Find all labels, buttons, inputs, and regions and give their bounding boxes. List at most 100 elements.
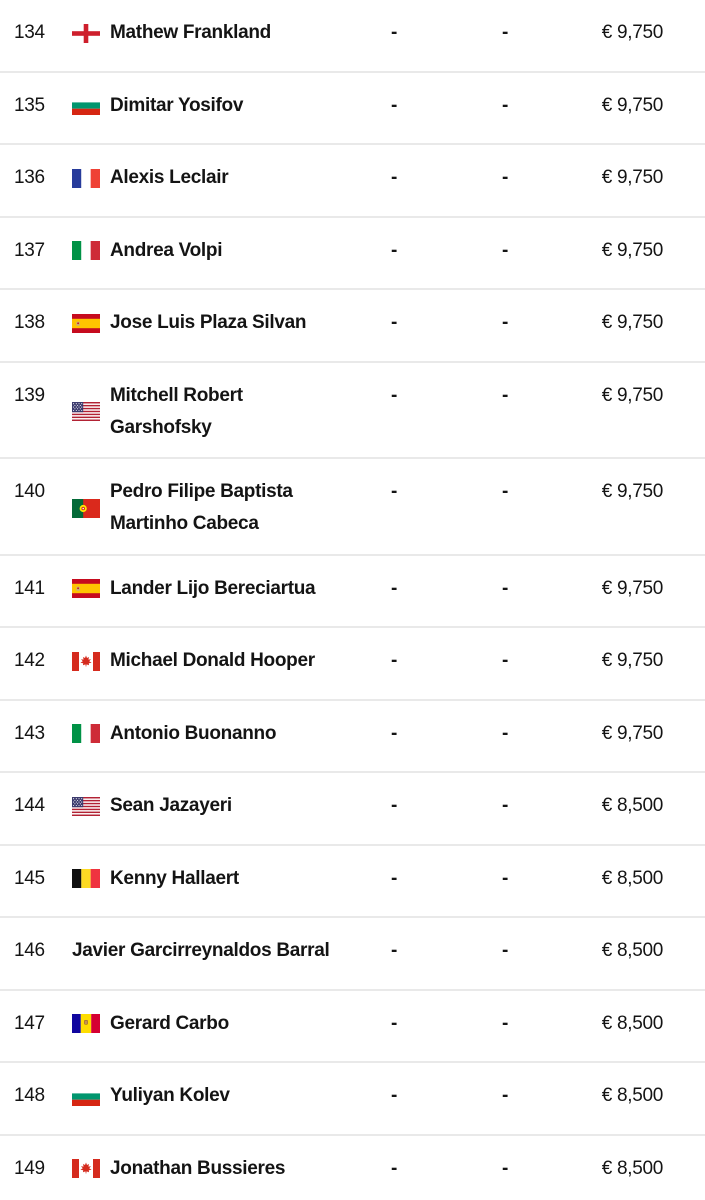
table-row[interactable]: 148 Yuliyan Kolev - - € 8,500	[0, 1063, 705, 1136]
player-cell: Gerard Carbo	[72, 1008, 364, 1040]
flag-icon-andorra	[72, 1014, 100, 1033]
dash-column-1: -	[390, 1157, 398, 1179]
rank-number: 139	[14, 384, 45, 406]
player-name[interactable]: Antonio Buonanno	[110, 722, 277, 744]
prize-amount: € 9,750	[601, 481, 664, 502]
dash-column-2: -	[501, 239, 509, 261]
prize-amount: € 9,750	[601, 722, 664, 744]
prize-amount: € 8,500	[601, 867, 664, 889]
rank-number: 149	[14, 1157, 45, 1179]
player-name[interactable]: Mathew Frankland	[110, 22, 271, 43]
player-cell: Andrea Volpi	[72, 235, 364, 267]
table-row[interactable]: 138 Jose Luis Plaza Silvan - - € 9,750	[0, 290, 705, 363]
flag-icon-italy	[72, 724, 100, 743]
dash-column-2: -	[501, 722, 509, 744]
dash-column-1: -	[390, 167, 398, 188]
player-name[interactable]: Michael Donald Hooper	[110, 650, 315, 671]
player-cell: Kenny Hallaert	[72, 863, 364, 895]
dash-column-1: -	[390, 722, 398, 744]
flag-icon-france	[72, 168, 100, 188]
dash-column-2: -	[501, 167, 509, 188]
table-row[interactable]: 134 Mathew Frankland - - € 9,750	[0, 0, 705, 73]
flag-icon-spain	[72, 579, 100, 598]
dash-column-2: -	[501, 1157, 509, 1179]
dash-column-1: -	[390, 384, 398, 406]
dash-column-2: -	[501, 94, 509, 116]
player-cell: Michael Donald Hooper	[72, 645, 364, 677]
prize-amount: € 9,750	[601, 577, 664, 599]
table-row[interactable]: 137 Andrea Volpi - - € 9,750	[0, 217, 705, 290]
player-name[interactable]: Andrea Volpi	[110, 239, 223, 261]
rank-number: 141	[14, 577, 45, 599]
player-cell: Lander Lijo Bereciartua	[72, 573, 364, 605]
table-row[interactable]: 143 Antonio Buonanno - - € 9,750	[0, 700, 705, 773]
table-row[interactable]: 144 Sean Jazayeri - - € 8,500	[0, 773, 705, 846]
player-name[interactable]: Kenny Hallaert	[110, 867, 239, 889]
table-row[interactable]: 147 Gerard Carbo - - € 8,500	[0, 990, 705, 1063]
prize-amount: € 9,750	[601, 22, 664, 43]
dash-column-2: -	[501, 1085, 509, 1106]
player-cell: Jonathan Bussieres	[72, 1153, 364, 1185]
dash-column-1: -	[390, 22, 398, 43]
dash-column-2: -	[501, 1012, 509, 1034]
flag-icon-portugal	[72, 498, 100, 518]
dash-column-1: -	[390, 94, 398, 116]
rank-number: 138	[14, 312, 45, 333]
dash-column-2: -	[501, 384, 509, 406]
dash-column-2: -	[501, 22, 509, 43]
flag-icon-canada	[72, 1159, 100, 1178]
player-name[interactable]: Jonathan Bussieres	[110, 1157, 286, 1179]
player-cell: Yuliyan Kolev	[72, 1080, 364, 1112]
rank-number: 144	[14, 795, 45, 816]
table-row[interactable]: 142 Michael Donald Hooper - - € 9,750	[0, 628, 705, 701]
rank-number: 145	[14, 867, 45, 889]
flag-icon-italy	[72, 241, 100, 260]
player-name[interactable]: Lander Lijo Bereciartua	[110, 577, 316, 599]
rank-number: 140	[14, 481, 45, 502]
dash-column-1: -	[390, 577, 398, 599]
prize-amount: € 8,500	[601, 1012, 664, 1034]
flag-icon-bulgaria	[72, 1086, 100, 1106]
rank-number: 142	[14, 650, 45, 671]
flag-icon-england	[72, 23, 100, 43]
flag-icon-usa	[72, 402, 100, 421]
player-name[interactable]: Dimitar Yosifov	[110, 94, 244, 116]
player-cell: Dimitar Yosifov	[72, 90, 364, 122]
player-name[interactable]: Javier Garcirreynaldos Barral	[72, 940, 330, 961]
player-name[interactable]: Pedro Filipe Baptista Martinho Cabeca	[110, 481, 293, 534]
dash-column-2: -	[501, 577, 509, 599]
dash-column-1: -	[390, 940, 398, 961]
player-name[interactable]: Mitchell Robert Garshofsky	[110, 384, 243, 438]
dash-column-1: -	[390, 1012, 398, 1034]
table-row[interactable]: 141 Lander Lijo Bereciartua - - € 9,750	[0, 555, 705, 628]
flag-icon-bulgaria	[72, 96, 100, 115]
dash-column-2: -	[501, 867, 509, 889]
prize-amount: € 9,750	[601, 94, 664, 116]
prize-amount: € 8,500	[601, 1085, 664, 1106]
player-name[interactable]: Yuliyan Kolev	[110, 1085, 230, 1106]
prize-amount: € 8,500	[601, 940, 664, 961]
table-row[interactable]: 145 Kenny Hallaert - - € 8,500	[0, 845, 705, 918]
rank-number: 147	[14, 1012, 45, 1034]
player-cell: Mitchell Robert Garshofsky	[72, 380, 364, 444]
table-row[interactable]: 135 Dimitar Yosifov - - € 9,750	[0, 72, 705, 145]
table-row[interactable]: 140 Pedro Filipe Baptista Martinho Cabec…	[0, 459, 705, 556]
table-row[interactable]: 139 Mitchell Robert Garshofsky - - € 9,7…	[0, 362, 705, 459]
rank-number: 146	[14, 940, 45, 961]
player-name[interactable]: Jose Luis Plaza Silvan	[110, 312, 307, 333]
player-name[interactable]: Gerard Carbo	[110, 1012, 229, 1034]
prize-amount: € 9,750	[601, 239, 664, 261]
prize-amount: € 9,750	[601, 384, 664, 406]
rank-number: 137	[14, 239, 45, 261]
dash-column-1: -	[390, 481, 398, 502]
player-name[interactable]: Sean Jazayeri	[110, 795, 232, 816]
rank-number: 148	[14, 1085, 45, 1106]
flag-icon-spain	[72, 313, 100, 333]
dash-column-1: -	[390, 650, 398, 671]
table-row[interactable]: 136 Alexis Leclair - - € 9,750	[0, 145, 705, 218]
table-row[interactable]: 149 Jonathan Bussieres - - € 8,500	[0, 1135, 705, 1200]
player-name[interactable]: Alexis Leclair	[110, 167, 229, 188]
rank-number: 136	[14, 167, 45, 188]
table-row[interactable]: 146 Javier Garcirreynaldos Barral - - € …	[0, 918, 705, 991]
